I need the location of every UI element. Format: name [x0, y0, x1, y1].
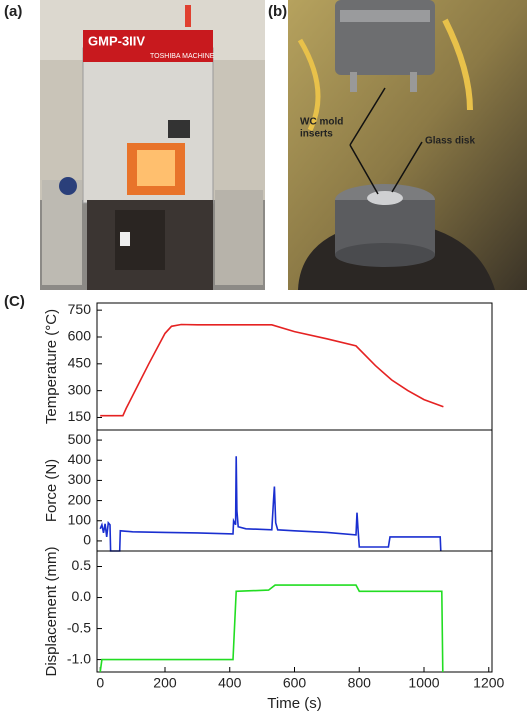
panel-label: (a) [4, 3, 22, 20]
data-line [99, 456, 442, 552]
plot-frame [96, 302, 493, 431]
y-tick-label: 200 [68, 491, 92, 507]
panel-label: (C) [4, 293, 25, 310]
x-tick-label: 0 [96, 675, 104, 691]
data-line [99, 584, 444, 673]
x-tick-label: 600 [283, 675, 307, 691]
x-tick-label: 1000 [408, 675, 439, 691]
y-axis-label: Displacement (mm) [43, 546, 60, 676]
annotation: inserts [300, 129, 333, 140]
y-tick-label: 0.0 [72, 588, 92, 604]
photo-machine [40, 0, 265, 290]
y-tick-label: 450 [68, 355, 92, 371]
annotation: Glass disk [425, 136, 475, 147]
y-tick-label: 400 [68, 451, 92, 467]
y-tick-label: 300 [68, 471, 92, 487]
x-tick-label: 1200 [473, 675, 504, 691]
y-tick-label: 100 [68, 511, 92, 527]
y-tick-label: 500 [68, 431, 92, 447]
x-tick-label: 800 [348, 675, 372, 691]
photo-mold [288, 0, 527, 290]
machine-name: GMP-3IIV [88, 33, 145, 48]
x-tick-label: 200 [153, 675, 177, 691]
y-tick-label: 0.5 [72, 557, 92, 573]
annotation: WC mold [300, 117, 343, 128]
y-tick-label: 300 [68, 381, 92, 397]
y-tick-label: -0.5 [67, 619, 91, 635]
y-tick-label: 600 [68, 328, 92, 344]
panel-label: (b) [268, 3, 287, 20]
plot-frame [96, 550, 493, 673]
machine-maker: TOSHIBA MACHINE [150, 53, 215, 60]
y-tick-label: 750 [68, 301, 92, 317]
data-line [100, 323, 444, 417]
y-tick-label: -1.0 [67, 650, 91, 666]
x-axis-label: Time (s) [267, 695, 321, 712]
y-axis-label: Force (N) [43, 459, 60, 522]
y-axis-label: Temperature (°C) [43, 309, 60, 424]
x-tick-label: 400 [218, 675, 242, 691]
y-tick-label: 0 [83, 532, 91, 548]
y-tick-label: 150 [68, 408, 92, 424]
